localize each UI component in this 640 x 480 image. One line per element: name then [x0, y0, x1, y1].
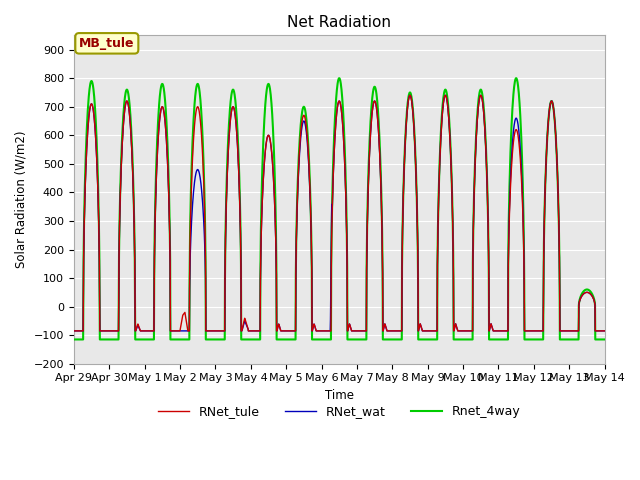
- Y-axis label: Solar Radiation (W/m2): Solar Radiation (W/m2): [15, 131, 28, 268]
- X-axis label: Time: Time: [324, 389, 354, 402]
- Legend: RNet_tule, RNet_wat, Rnet_4way: RNet_tule, RNet_wat, Rnet_4way: [152, 400, 526, 423]
- Title: Net Radiation: Net Radiation: [287, 15, 391, 30]
- Text: MB_tule: MB_tule: [79, 37, 134, 50]
